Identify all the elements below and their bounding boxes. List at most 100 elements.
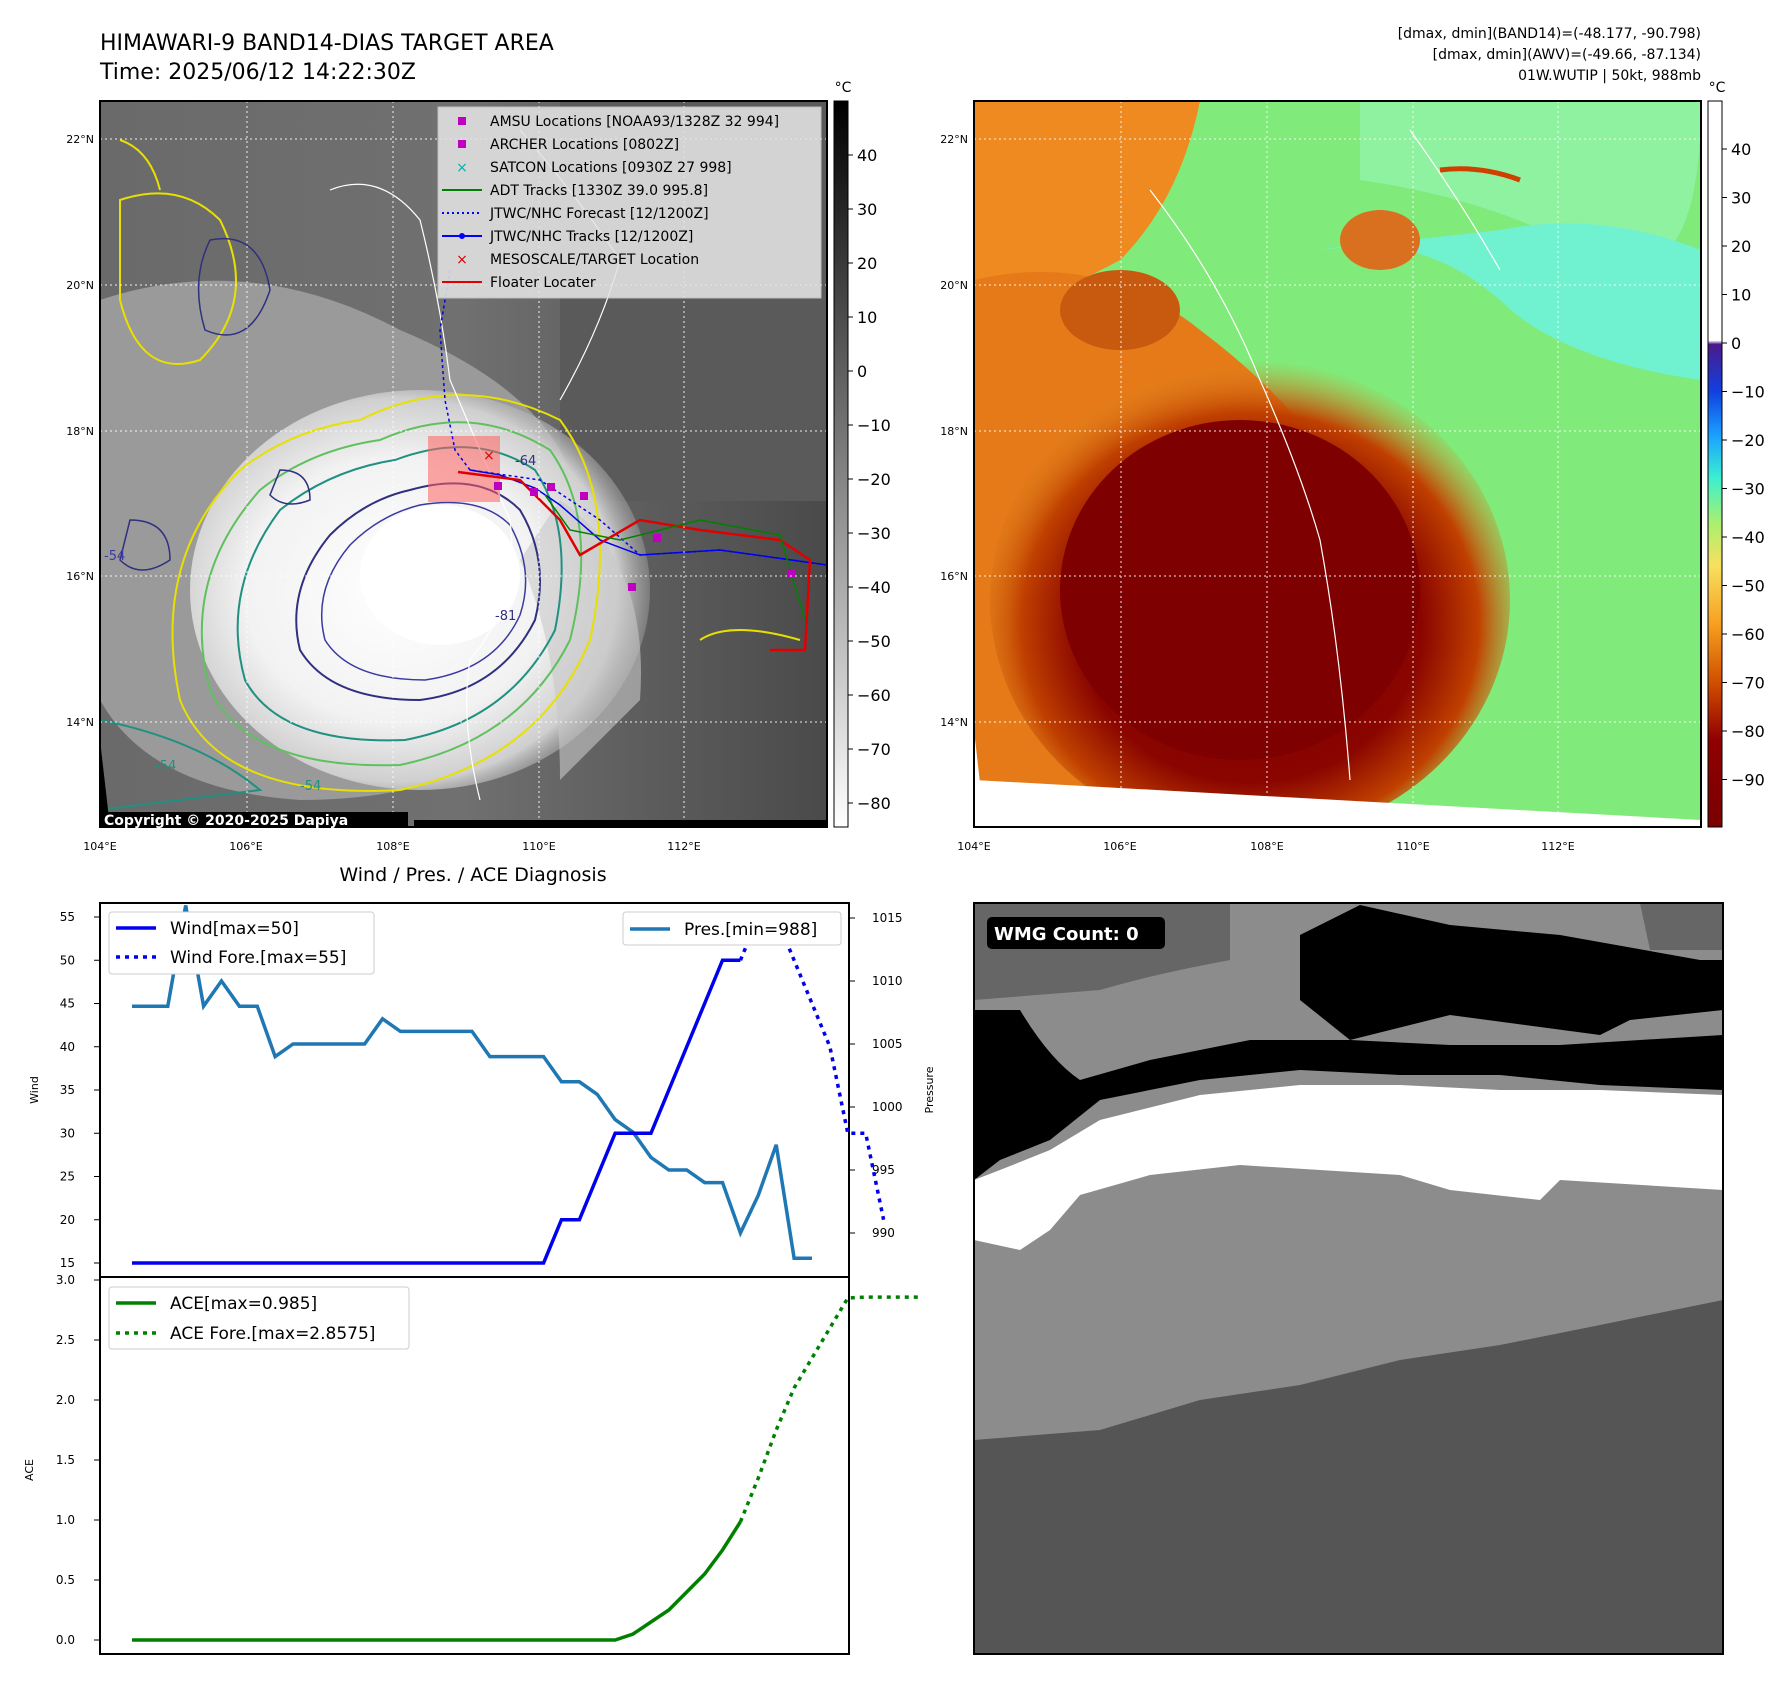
figure-title: HIMAWARI-9 BAND14-DIAS TARGET AREA <box>100 31 554 56</box>
lat-label: 14°N <box>940 716 968 729</box>
ace-tick-label: 2.0 <box>56 1393 75 1407</box>
lon-label: 104°E <box>83 840 116 853</box>
pressure-axis-label: Pressure <box>923 1066 936 1113</box>
wind-tick-label: 50 <box>60 953 75 967</box>
band14-map: × -54 -54 -64 -81 -54 Copyright © 2020-2… <box>99 100 828 829</box>
ace-tick-label: 1.5 <box>56 1453 75 1467</box>
wind-tick-label: 25 <box>60 1170 75 1184</box>
legend-item-label: Floater Locater <box>490 275 596 291</box>
wind-line <box>132 958 741 1265</box>
map-legend: AMSU Locations [NOAA93/1328Z 32 994] ARCH… <box>437 106 822 299</box>
contour-label: -54 <box>300 779 321 794</box>
wind-tick-label: 55 <box>60 910 75 924</box>
pressure-line <box>132 905 812 1260</box>
colorbar-tick-label: 40 <box>1731 140 1751 159</box>
colorbar-tick-label: −10 <box>857 416 891 435</box>
contour-label: -54 <box>104 549 125 564</box>
colorbar-tick-label: −40 <box>1731 528 1765 547</box>
lat-label: 22°N <box>66 133 94 146</box>
ace-tick-label: 2.5 <box>56 1333 75 1347</box>
colorbar-tick-label: −80 <box>857 794 891 813</box>
lat-label: 18°N <box>940 425 968 438</box>
stats-awv: [dmax, dmin](AWV)=(-49.66, -87.134) <box>1433 47 1701 63</box>
legend-item-label: MESOSCALE/TARGET Location <box>490 252 699 268</box>
lon-label: 110°E <box>522 840 555 853</box>
ace-tick-label: 0.0 <box>56 1633 75 1647</box>
lat-label: 20°N <box>940 279 968 292</box>
legend-wind: Wind[max=50] <box>170 919 299 939</box>
colorbar-tick-label: 10 <box>1731 286 1751 305</box>
wind-tick-label: 15 <box>60 1256 75 1270</box>
legend-marker-icon <box>458 117 466 125</box>
lon-label: 106°E <box>1103 840 1136 853</box>
lon-label: 108°E <box>1250 840 1283 853</box>
legend-item-label: ARCHER Locations [0802Z] <box>490 137 679 153</box>
lat-label: 20°N <box>66 279 94 292</box>
colorbar-tick-label: 40 <box>857 146 877 165</box>
lat-label: 14°N <box>66 716 94 729</box>
ace-tick-label: 1.0 <box>56 1513 75 1527</box>
colorbar-tick-label: −50 <box>857 632 891 651</box>
wind-tick-label: 45 <box>60 997 75 1011</box>
awv-colorbar: °C 40 30 20 10 0 −10 −20 −30 −40 −50 −60 −70 −80 −90 <box>1707 80 1765 828</box>
svg-text:×: × <box>483 448 495 464</box>
wind-axis-label: Wind <box>28 1076 41 1104</box>
ace-axis-label: ACE <box>23 1459 36 1481</box>
colorbar-tick-label: −20 <box>1731 431 1765 450</box>
figure-time: Time: 2025/06/12 14:22:30Z <box>99 60 416 85</box>
lon-label: 106°E <box>229 840 262 853</box>
colorbar-tick-label: −70 <box>857 740 891 759</box>
colorbar-tick-label: 10 <box>857 308 877 327</box>
lat-label: 22°N <box>940 133 968 146</box>
wind-tick-label: 30 <box>60 1126 75 1140</box>
colorbar-tick-label: −50 <box>1731 577 1765 596</box>
ace-chart: 3.0 2.5 2.0 1.5 1.0 0.5 0.0 ACE ACE[max=0.985]… <box>23 1273 920 1655</box>
colorbar-tick-label: −70 <box>1731 674 1765 693</box>
colorbar-tick-label: −60 <box>1731 625 1765 644</box>
pressure-tick-label: 1010 <box>872 974 903 988</box>
lon-label: 110°E <box>1396 840 1429 853</box>
legend-marker-icon: × <box>456 160 468 176</box>
pressure-tick-label: 995 <box>872 1163 895 1177</box>
band14-colorbar: °C 40 30 20 10 0 −10 −20 −30 −40 −50 −60 −70 −80 <box>833 80 891 828</box>
pressure-tick-label: 1000 <box>872 1100 903 1114</box>
lat-label: 18°N <box>66 425 94 438</box>
stats-storm: 01W.WUTIP | 50kt, 988mb <box>1518 68 1701 84</box>
wind-tick-label: 35 <box>60 1083 75 1097</box>
colorbar-tick-label: −90 <box>1731 771 1765 790</box>
awv-map <box>973 100 1702 828</box>
pressure-tick-label: 1005 <box>872 1037 903 1051</box>
colorbar-tick-label: −60 <box>857 686 891 705</box>
legend-item-label: AMSU Locations [NOAA93/1328Z 32 994] <box>490 114 779 130</box>
colorbar-tick-label: 0 <box>857 362 867 381</box>
colorbar-tick-label: −40 <box>857 578 891 597</box>
wmg-panel: WMG Count: 0 <box>973 902 1724 1655</box>
colorbar-unit: °C <box>1709 80 1726 96</box>
colorbar-tick-label: 20 <box>857 254 877 273</box>
ace-line <box>132 1520 742 1642</box>
legend-ace: ACE[max=0.985] <box>170 1294 317 1314</box>
legend-item-label: JTWC/NHC Tracks [12/1200Z] <box>489 229 693 245</box>
colorbar-unit: °C <box>835 80 852 96</box>
contour-label: -54 <box>155 759 176 774</box>
wind-tick-label: 40 <box>60 1040 75 1054</box>
legend-item-label: ADT Tracks [1330Z 39.0 995.8] <box>490 183 708 199</box>
lat-label: 16°N <box>940 570 968 583</box>
legend-item-label: SATCON Locations [0930Z 27 998] <box>490 160 732 176</box>
lon-label: 112°E <box>1541 840 1574 853</box>
contour-label: -81 <box>495 609 516 624</box>
colorbar-tick-label: 30 <box>857 200 877 219</box>
colorbar-tick-label: −20 <box>857 470 891 489</box>
colorbar-tick-label: 0 <box>1731 334 1741 353</box>
lon-label: 104°E <box>957 840 990 853</box>
colorbar-tick-label: −10 <box>1731 383 1765 402</box>
legend-marker-icon <box>458 140 466 148</box>
wind-tick-label: 20 <box>60 1213 75 1227</box>
colorbar-tick-label: 30 <box>1731 189 1751 208</box>
colorbar-tick-label: 20 <box>1731 237 1751 256</box>
colorbar-tick-label: −30 <box>1731 480 1765 499</box>
legend-wind-fore: Wind Fore.[max=55] <box>170 948 346 968</box>
lon-label: 108°E <box>376 840 409 853</box>
colorbar-tick-label: −80 <box>1731 722 1765 741</box>
